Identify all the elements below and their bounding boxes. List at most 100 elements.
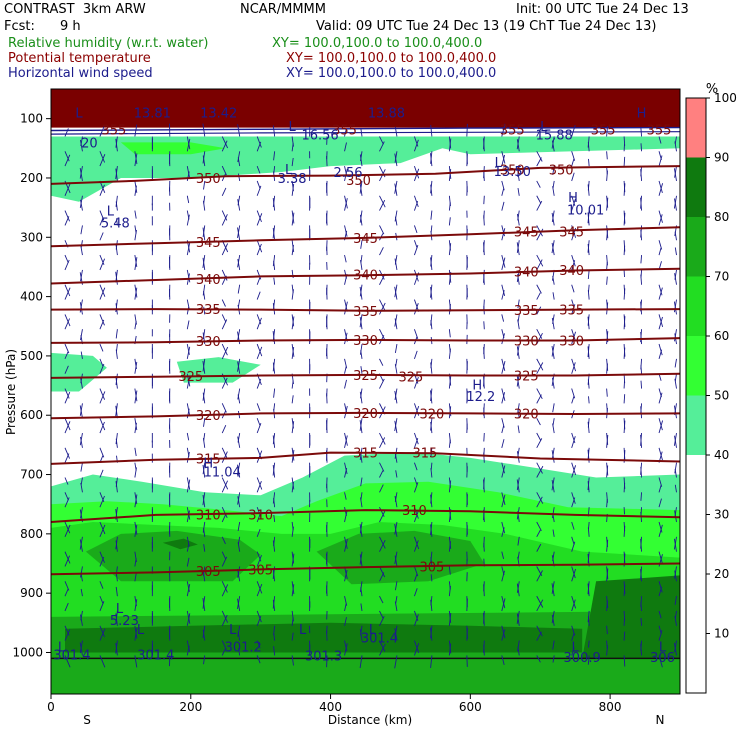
wind-arrow bbox=[379, 195, 386, 208]
theta-label: 350 bbox=[196, 172, 221, 187]
wind-arrow bbox=[344, 511, 348, 523]
wind-label: 301.4 bbox=[361, 632, 398, 647]
wind-arrow bbox=[186, 138, 191, 152]
wind-arrow bbox=[517, 640, 520, 652]
wind-arrow bbox=[552, 275, 555, 285]
wind-arrow bbox=[237, 157, 241, 167]
wind-arrow bbox=[344, 301, 348, 315]
wind-arrow bbox=[571, 521, 575, 530]
y-tick-label: 800 bbox=[20, 527, 43, 541]
wind-arrow bbox=[413, 640, 420, 653]
wind-arrow bbox=[99, 655, 106, 668]
wind-arrow bbox=[379, 566, 386, 578]
wind-arrow bbox=[571, 331, 577, 345]
wind-arrow bbox=[571, 541, 576, 552]
wind-arrow bbox=[344, 435, 348, 448]
wind-arrow bbox=[501, 551, 505, 560]
wind-label: 306 bbox=[650, 651, 675, 666]
wind-label: 13.50 bbox=[494, 165, 531, 180]
wind-arrow bbox=[64, 521, 71, 534]
wind-arrow bbox=[291, 526, 294, 537]
wind-arrow bbox=[272, 492, 276, 504]
wind-arrow bbox=[640, 301, 643, 315]
wind-arrow bbox=[394, 495, 398, 508]
wind-arrow bbox=[501, 521, 506, 534]
wind-contour-upper bbox=[51, 131, 680, 135]
wind-arrow bbox=[413, 350, 418, 360]
wind-arrow bbox=[291, 380, 294, 389]
wind-arrow bbox=[202, 257, 206, 270]
wind-arrow bbox=[516, 613, 520, 626]
wind-arrow bbox=[202, 464, 206, 478]
wind-arrow bbox=[134, 257, 138, 270]
wind-arrow bbox=[606, 625, 608, 635]
wind-arrow bbox=[221, 447, 228, 458]
wind-arrow bbox=[344, 603, 347, 612]
theta-label: 330 bbox=[353, 334, 378, 349]
wind-arrow bbox=[536, 432, 542, 441]
wind-arrow bbox=[606, 228, 609, 241]
wind-arrow bbox=[64, 365, 69, 374]
wind-arrow bbox=[430, 557, 433, 567]
wind-arrow bbox=[536, 417, 541, 426]
wind-arrow bbox=[501, 598, 506, 612]
wind-arrow bbox=[359, 629, 363, 641]
wind-arrow bbox=[517, 319, 520, 330]
theta-label: 350 bbox=[549, 164, 574, 179]
wind-arrow bbox=[640, 643, 643, 656]
wind-arrow bbox=[413, 536, 420, 550]
wind-arrow bbox=[134, 447, 137, 457]
wind-arrow bbox=[273, 497, 276, 508]
wind-arrow bbox=[536, 438, 543, 449]
wind-arrow bbox=[186, 479, 191, 493]
wind-arrow bbox=[501, 154, 506, 167]
field-name-theta: Potential temperature bbox=[8, 51, 151, 66]
wind-arrow bbox=[571, 492, 576, 504]
wind-arrow bbox=[501, 257, 506, 271]
wind-arrow bbox=[64, 524, 71, 537]
wind-arrow bbox=[394, 151, 398, 163]
wind-arrow bbox=[221, 480, 229, 493]
wind-arrow bbox=[501, 392, 506, 404]
wind-arrow bbox=[99, 581, 104, 589]
wind-arrow bbox=[448, 585, 451, 597]
wind-arrow bbox=[623, 288, 626, 300]
wind-arrow bbox=[483, 321, 485, 330]
wind-arrow bbox=[674, 273, 677, 285]
wind-arrow bbox=[448, 566, 451, 575]
theta-label: 340 bbox=[353, 269, 378, 284]
wind-arrow bbox=[116, 218, 118, 226]
y-tick-label: 100 bbox=[20, 112, 43, 126]
wind-arrow bbox=[115, 201, 118, 211]
wind-arrow bbox=[186, 195, 190, 204]
wind-arrow bbox=[186, 166, 190, 178]
wind-arrow bbox=[501, 360, 506, 374]
wind-arrow bbox=[80, 199, 83, 211]
wind-arrow bbox=[379, 432, 386, 445]
rh-region bbox=[316, 530, 485, 585]
wind-arrow bbox=[501, 462, 505, 474]
forecast-label: Fcst: bbox=[4, 19, 35, 34]
wind-arrow bbox=[379, 616, 385, 626]
wind-arrow bbox=[64, 388, 70, 399]
wind-arrow bbox=[379, 378, 385, 389]
wind-arrow bbox=[202, 155, 206, 167]
wind-arrow bbox=[237, 496, 241, 508]
wind-arrow bbox=[536, 631, 542, 641]
wind-arrow bbox=[516, 242, 520, 256]
wind-arrow bbox=[99, 363, 105, 374]
wind-arrow bbox=[344, 536, 348, 549]
wind-arrow bbox=[344, 379, 347, 389]
wind-label: H bbox=[472, 378, 482, 393]
wind-arrow bbox=[483, 644, 485, 656]
wind-arrow bbox=[658, 240, 663, 250]
init-time: Init: 00 UTC Tue 24 Dec 13 bbox=[516, 2, 689, 17]
wind-arrow bbox=[658, 210, 663, 223]
wind-arrow bbox=[359, 554, 363, 567]
wind-arrow bbox=[394, 210, 398, 222]
wind-arrow bbox=[186, 477, 191, 490]
theta-label: 310 bbox=[402, 504, 427, 519]
wind-arrow bbox=[674, 435, 677, 448]
wind-arrow bbox=[344, 366, 347, 374]
theta-contour-320 bbox=[51, 411, 680, 420]
